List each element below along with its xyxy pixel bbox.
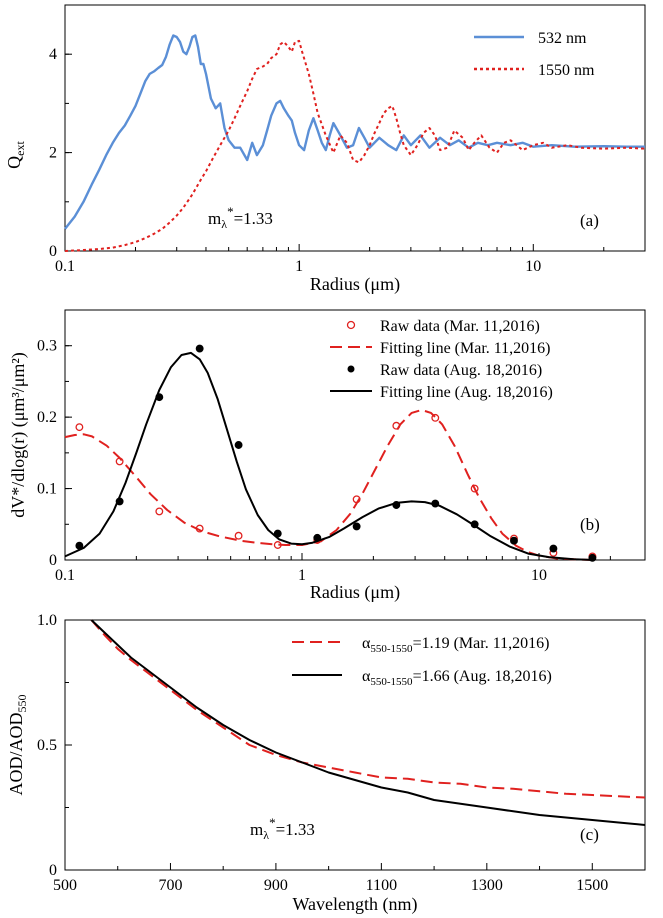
data-point	[234, 531, 243, 540]
data-point	[549, 544, 558, 553]
x-tick-label: 700	[158, 877, 182, 894]
y-tick-label: 0	[49, 862, 57, 879]
panel-label-c: (c)	[580, 825, 599, 844]
series-line	[64, 409, 594, 561]
x-tick-label: 1100	[366, 877, 397, 894]
x-tick-label: 0.1	[55, 567, 75, 584]
y-tick-label: 0.3	[37, 338, 57, 355]
legend-marker-raw-aug	[347, 365, 355, 373]
data-point	[234, 441, 243, 449]
data-point	[75, 423, 84, 432]
x-tick-label: 0.1	[55, 258, 75, 275]
series-line	[90, 619, 646, 799]
plot-frame-a	[64, 4, 646, 252]
x-tick-label: 10	[525, 258, 541, 275]
series-line	[90, 619, 646, 826]
data-point	[195, 344, 204, 353]
series-line	[64, 351, 594, 561]
series-line	[64, 39, 646, 252]
panel-label-a: (a)	[580, 211, 599, 230]
y-tick-label: 4	[49, 46, 57, 63]
y-tick-label: 1.0	[37, 612, 57, 629]
y-axis-label-a: Qext	[4, 141, 27, 169]
x-axis-label-a: Radius (μm)	[310, 274, 400, 295]
plot-frame-b	[64, 309, 646, 561]
data-point	[352, 522, 361, 531]
x-tick-label: 900	[264, 877, 288, 894]
y-tick-label: 0	[49, 552, 57, 569]
legend-c: α550-1550=1.19 (Mar. 11,2016) α550-1550=…	[292, 635, 552, 688]
panel-a: 0.1 1 10 0 2 4 Qext Radius (μm) 532 nm 1550 n…	[4, 4, 646, 295]
y-tick-label: 0	[49, 243, 57, 260]
x-tick-label: 1300	[471, 877, 503, 894]
series-line	[64, 34, 645, 230]
legend-label-fit-mar: Fitting line (Mar. 11,2016)	[380, 340, 551, 357]
data-point	[273, 529, 282, 538]
y-axis-label-b: dV*/dlog(r) (μm³/μm²)	[8, 352, 29, 518]
legend-label-raw-aug: Raw data (Aug. 18,2016)	[380, 362, 542, 379]
y-tick-label: 0.1	[37, 481, 57, 498]
legend-label-alpha-aug: α550-1550=1.66 (Aug. 18,2016)	[362, 668, 552, 688]
refractive-index-annotation-a: mλ*=1.33	[208, 204, 273, 231]
y-tick-label: 0.2	[37, 409, 57, 426]
x-axis-label-b: Radius (μm)	[310, 582, 400, 603]
legend-label-1550: 1550 nm	[538, 62, 595, 79]
x-axis-label-c: Wavelength (nm)	[292, 894, 417, 915]
y-axis-label-c: AOD/AOD550	[6, 695, 29, 796]
legend-label-alpha-mar: α550-1550=1.19 (Mar. 11,2016)	[362, 635, 549, 655]
y-tick-label: 2	[49, 145, 57, 162]
legend-b: Raw data (Mar. 11,2016) Fitting line (Ma…	[330, 318, 553, 401]
data-point	[510, 536, 518, 545]
x-tick-label: 1	[298, 567, 306, 584]
x-tick-label: 1	[295, 258, 303, 275]
refractive-index-annotation-c: mλ*=1.33	[250, 815, 315, 842]
legend-marker-raw-mar	[346, 320, 356, 330]
x-tick-label: 10	[531, 567, 547, 584]
panel-label-b: (b)	[580, 515, 600, 534]
legend-label-fit-aug: Fitting line (Aug. 18,2016)	[380, 384, 553, 401]
x-tick-label: 1500	[576, 877, 608, 894]
legend-a: 532 nm 1550 nm	[474, 30, 595, 79]
plot-frame-c	[64, 619, 646, 871]
data-point	[155, 507, 164, 516]
y-tick-label: 0.5	[37, 737, 57, 754]
legend-label-raw-mar: Raw data (Mar. 11,2016)	[380, 318, 540, 335]
x-tick-label: 500	[53, 877, 77, 894]
legend-label-532: 532 nm	[538, 30, 587, 47]
